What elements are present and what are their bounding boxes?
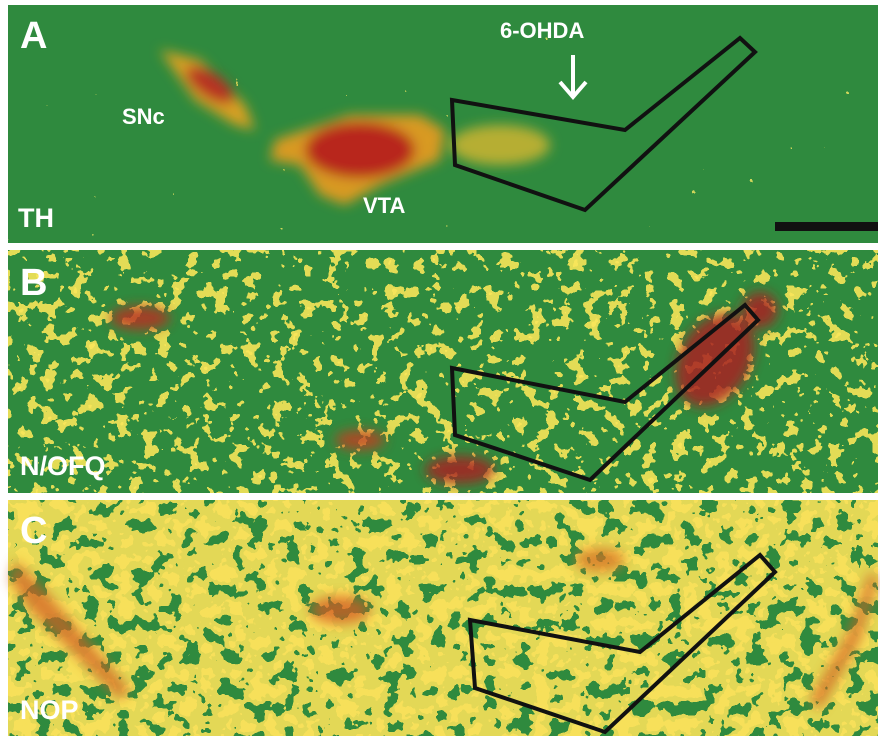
- annotation: 6-OHDA: [500, 18, 584, 43]
- panel-letter: A: [20, 15, 47, 57]
- panel-c: C NOP: [8, 500, 878, 736]
- scale-bar: [775, 222, 878, 231]
- annotation: VTA: [363, 193, 405, 218]
- panel-a: A TH SNc VTA 6-OHDA: [8, 5, 878, 243]
- annotation: SNc: [122, 104, 165, 129]
- panel-b: B N/OFQ: [8, 250, 878, 493]
- panel-letter: B: [20, 262, 47, 304]
- panel-label: NOP: [20, 695, 79, 725]
- panel-label: N/OFQ: [20, 451, 106, 481]
- figure: A TH SNc VTA 6-OHDA B N/OFQ C NOP: [0, 0, 880, 739]
- panel-label: TH: [18, 203, 54, 233]
- panel-letter: C: [20, 510, 47, 552]
- texture: [8, 500, 878, 736]
